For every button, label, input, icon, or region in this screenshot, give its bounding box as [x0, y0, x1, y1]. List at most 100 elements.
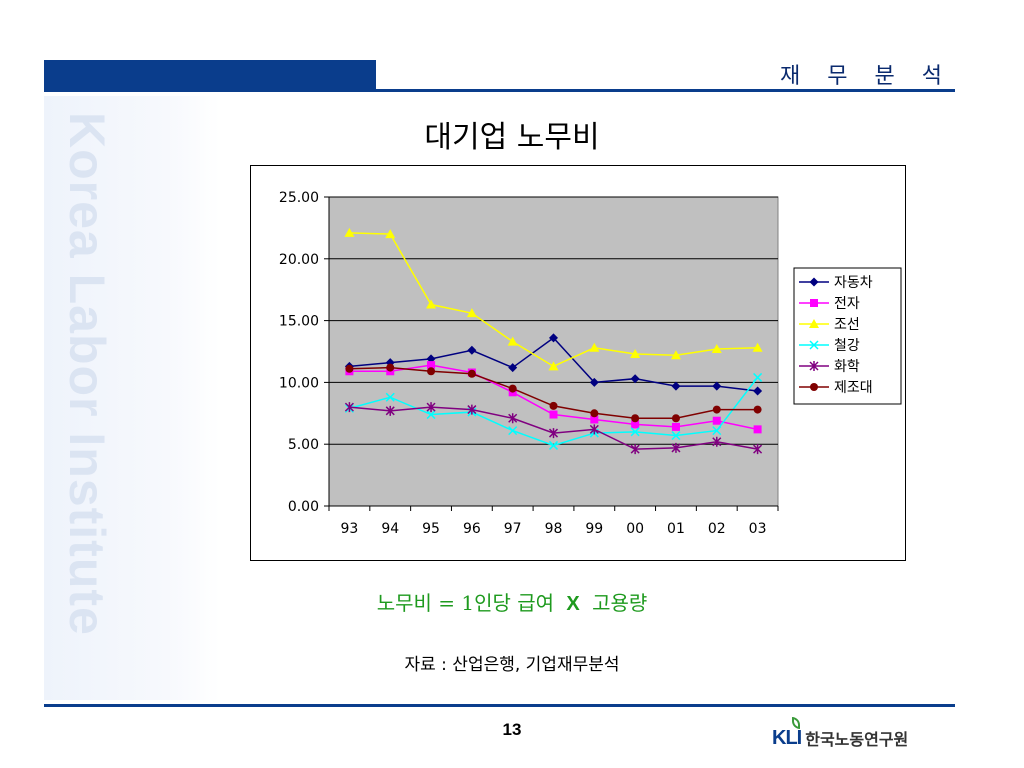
x-tick-label: 97	[504, 521, 522, 537]
data-point	[466, 308, 477, 318]
data-point	[508, 363, 518, 373]
legend-label: 제조대	[834, 380, 873, 396]
data-point	[467, 369, 476, 378]
source-note: 자료 : 산업은행, 기업재무분석	[404, 655, 620, 675]
x-tick-label: 98	[545, 521, 563, 537]
y-tick-label: 20.00	[279, 252, 319, 268]
data-point	[670, 350, 681, 360]
x-tick-label: 95	[422, 521, 440, 537]
data-point	[426, 402, 436, 413]
data-point	[385, 405, 395, 416]
legend-label: 조선	[834, 317, 860, 333]
data-point	[631, 414, 640, 423]
data-point	[549, 410, 558, 419]
legend-marker	[809, 361, 819, 371]
data-point	[549, 401, 558, 410]
data-point	[385, 392, 395, 402]
data-point	[753, 444, 763, 455]
legend-label: 화학	[834, 359, 860, 375]
data-point	[630, 374, 640, 384]
data-point	[631, 420, 640, 429]
data-point	[386, 363, 395, 372]
chart-title: 대기업 노무비	[424, 120, 600, 155]
x-tick-label: 03	[749, 521, 767, 537]
header-line	[376, 89, 955, 92]
x-tick-label: 94	[381, 521, 399, 537]
data-point	[671, 442, 681, 453]
data-point	[467, 404, 477, 415]
data-point	[548, 361, 559, 371]
data-point	[508, 413, 518, 424]
data-point	[753, 425, 762, 434]
data-point	[590, 409, 599, 418]
data-point	[590, 415, 599, 424]
watermark-text: Korea Labor Institute	[59, 112, 115, 636]
y-tick-label: 0.00	[288, 499, 319, 515]
data-point	[753, 405, 762, 414]
x-tick-label: 93	[340, 521, 358, 537]
data-point	[508, 384, 517, 393]
data-point	[671, 431, 681, 441]
data-point	[385, 229, 396, 239]
data-point	[712, 381, 722, 391]
legend-box	[793, 267, 902, 405]
y-tick-label: 10.00	[279, 375, 319, 391]
x-tick-label: 01	[667, 521, 685, 537]
data-point	[712, 426, 722, 436]
formula: 노무비 = 1인당 급여 X 고용량	[0, 587, 1024, 616]
kli-logo: KLI 한국노동연구원	[772, 716, 909, 750]
data-point	[426, 410, 436, 420]
data-point	[712, 436, 722, 447]
legend-marker	[809, 340, 819, 350]
legend-marker	[809, 277, 819, 287]
data-point	[344, 227, 355, 237]
legend-label: 전자	[834, 296, 860, 312]
legend-marker	[810, 383, 818, 391]
legend-marker	[809, 319, 819, 328]
data-point	[630, 444, 640, 455]
data-point	[752, 342, 763, 352]
data-point	[712, 416, 721, 425]
formula-left: 노무비 = 1인당 급여	[376, 591, 555, 615]
data-point	[671, 414, 680, 423]
data-point	[630, 348, 641, 358]
data-point	[671, 422, 680, 431]
page-number: 13	[502, 720, 522, 739]
data-point	[589, 342, 600, 352]
data-point	[507, 336, 518, 346]
logo-mark: KLI	[772, 716, 802, 750]
data-point	[427, 361, 436, 370]
data-point	[548, 428, 559, 439]
y-tick-label: 15.00	[279, 314, 319, 330]
x-tick-label: 99	[585, 521, 603, 537]
logo-org-name: 한국노동연구원	[805, 730, 909, 749]
legend-label: 철강	[834, 338, 860, 354]
data-point	[671, 381, 681, 391]
data-point	[630, 427, 640, 437]
data-point	[753, 372, 763, 382]
data-point	[548, 440, 559, 450]
x-tick-label: 00	[626, 521, 644, 537]
logo-mark-text: KLI	[772, 726, 802, 749]
line-chart: 25.00 20.00 15.00 10.00 5.00 0.00 93 94 95 96 97 98…	[279, 190, 902, 537]
legend-marker	[810, 299, 818, 307]
leaf-icon	[792, 716, 800, 729]
y-tick-label: 25.00	[279, 190, 319, 206]
y-tick-label: 5.00	[288, 437, 319, 453]
formula-right: 고용량	[592, 591, 648, 615]
data-point	[345, 364, 354, 373]
side-panel	[44, 96, 220, 700]
data-point	[467, 345, 477, 355]
section-title: 재 무 분 석	[780, 64, 952, 89]
data-point	[712, 405, 721, 414]
data-point	[344, 402, 354, 413]
formula-multiply: X	[566, 593, 580, 615]
data-point	[753, 386, 763, 396]
x-tick-label: 02	[708, 521, 726, 537]
data-point	[711, 344, 722, 354]
legend-label: 자동차	[834, 275, 873, 291]
data-point	[589, 424, 599, 435]
data-point	[589, 377, 599, 387]
data-point	[426, 299, 437, 309]
data-point	[508, 426, 518, 436]
